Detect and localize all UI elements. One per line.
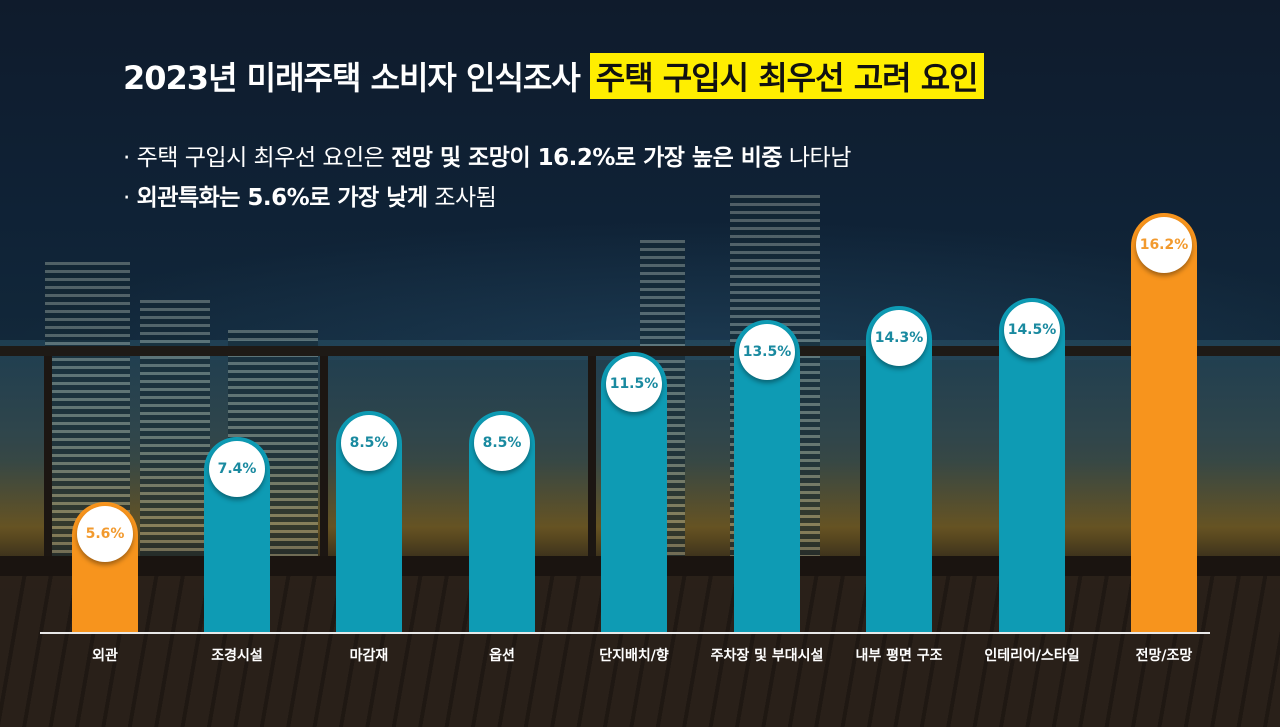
category-label: 전망/조망 (1135, 648, 1193, 664)
bar-1: 5.6% (72, 502, 138, 632)
category-label: 인테리어/스타일 (984, 648, 1080, 664)
railing-post (44, 356, 52, 556)
railing-post (320, 356, 328, 556)
page-title: 2023년 미래주택 소비자 인식조사 주택 구입시 최우선 고려 요인 (123, 52, 984, 100)
title-highlight: 주택 구입시 최우선 고려 요인 (589, 53, 984, 99)
building (140, 300, 210, 560)
chart-baseline (40, 632, 1210, 634)
category-label: 외관 (92, 648, 118, 664)
bar-7: 14.3% (866, 306, 932, 632)
value-label: 11.5% (606, 356, 662, 412)
bar-3: 8.5% (336, 411, 402, 632)
value-label: 13.5% (739, 324, 795, 380)
bar-8: 14.5% (999, 298, 1065, 632)
bullet-text: · (123, 185, 137, 211)
value-label: 7.4% (209, 441, 265, 497)
bar-2: 7.4% (204, 437, 270, 632)
bullet-text: 나타남 (782, 145, 851, 171)
value-label: 14.3% (871, 310, 927, 366)
category-label: 조경시설 (211, 648, 263, 664)
value-label: 16.2% (1136, 217, 1192, 273)
bullet-bold-text: 전망 및 조망이 16.2%로 가장 높은 비중 (391, 145, 783, 171)
bullet-bold-text: 외관특화는 5.6%로 가장 낮게 (136, 185, 428, 211)
summary-bullets: · 주택 구입시 최우선 요인은 전망 및 조망이 16.2%로 가장 높은 비… (123, 138, 851, 218)
value-label: 8.5% (474, 415, 530, 471)
title-main: 2023년 미래주택 소비자 인식조사 (123, 59, 581, 97)
category-label: 옵션 (489, 648, 515, 664)
bar-4: 8.5% (469, 411, 535, 632)
category-label: 단지배치/향 (599, 648, 669, 664)
category-label: 내부 평면 구조 (855, 648, 943, 664)
railing-top (0, 346, 1280, 356)
category-label: 주차장 및 부대시설 (710, 648, 824, 664)
category-label: 마감재 (349, 648, 389, 664)
value-label: 14.5% (1004, 302, 1060, 358)
bullet-text: 조사됨 (427, 185, 497, 211)
value-label: 5.6% (77, 506, 133, 562)
bullet-text: · 주택 구입시 최우선 요인은 (123, 145, 392, 171)
railing-post (588, 356, 596, 556)
bar-6: 13.5% (734, 320, 800, 632)
bullet-1: · 주택 구입시 최우선 요인은 전망 및 조망이 16.2%로 가장 높은 비… (123, 138, 851, 178)
value-label: 8.5% (341, 415, 397, 471)
railing-post (860, 356, 868, 556)
bar-9: 16.2% (1131, 213, 1197, 632)
bullet-2: · 외관특화는 5.6%로 가장 낮게 조사됨 (123, 178, 851, 218)
bar-5: 11.5% (601, 352, 667, 632)
